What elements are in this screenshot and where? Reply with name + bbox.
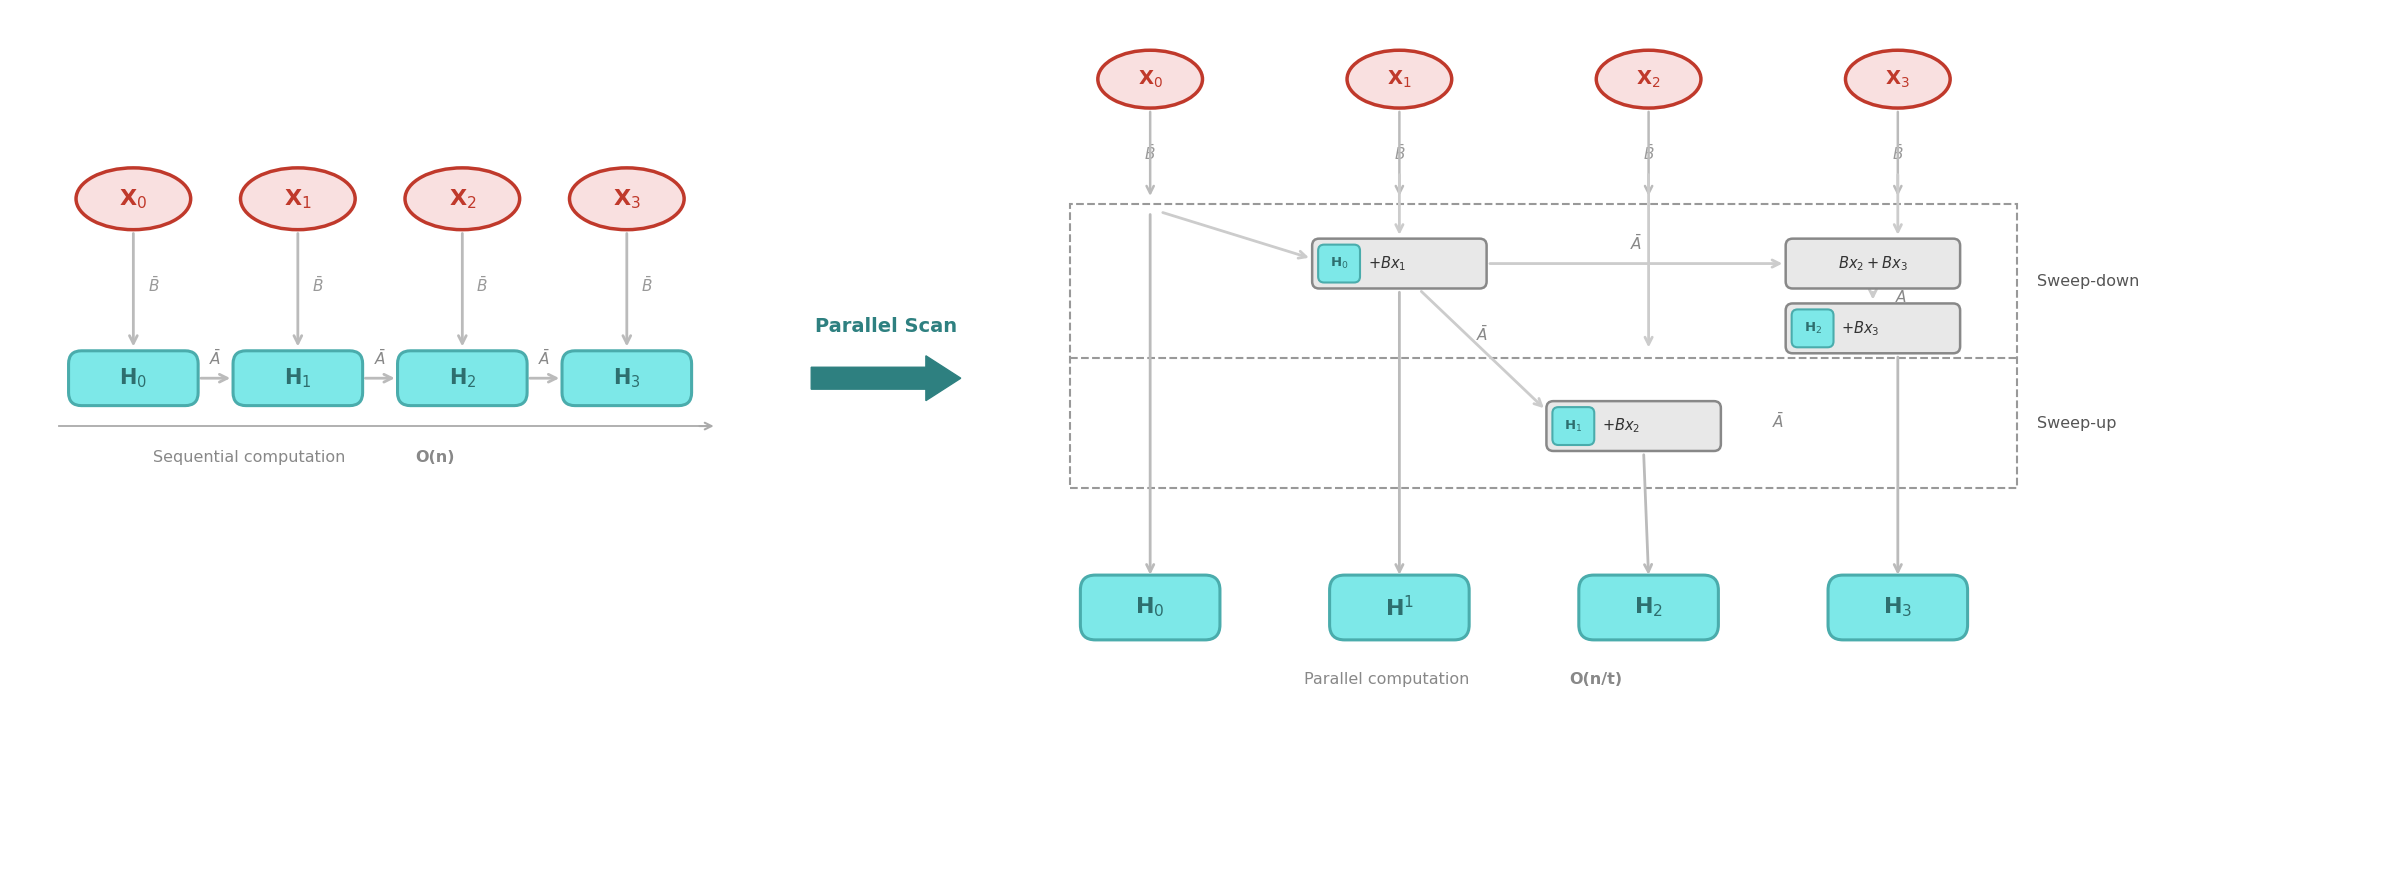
Text: $\mathbf{H}_{0}$: $\mathbf{H}_{0}$ — [1136, 596, 1165, 619]
Text: $\bar{B}$: $\bar{B}$ — [1891, 145, 1903, 163]
Text: $+Bx_1$: $+Bx_1$ — [1369, 254, 1408, 273]
FancyBboxPatch shape — [1318, 244, 1359, 282]
Text: $\mathbf{H}_{1}$: $\mathbf{H}_{1}$ — [1564, 418, 1583, 433]
FancyBboxPatch shape — [1578, 575, 1718, 640]
FancyBboxPatch shape — [67, 351, 197, 406]
Text: $\mathbf{H}_{0}$: $\mathbf{H}_{0}$ — [1331, 256, 1347, 271]
Text: $\bar{B}$: $\bar{B}$ — [1643, 145, 1655, 163]
FancyBboxPatch shape — [1552, 407, 1595, 445]
Ellipse shape — [1097, 51, 1203, 108]
Text: $\bar{A}$: $\bar{A}$ — [373, 349, 387, 368]
Text: $\mathbf{X}_{2}$: $\mathbf{X}_{2}$ — [448, 187, 476, 210]
Ellipse shape — [1347, 51, 1451, 108]
Text: $\mathbf{H}_{1}$: $\mathbf{H}_{1}$ — [284, 367, 313, 390]
FancyBboxPatch shape — [1331, 575, 1470, 640]
FancyBboxPatch shape — [1792, 309, 1833, 347]
FancyBboxPatch shape — [1829, 575, 1968, 640]
Text: $\bar{A}$: $\bar{A}$ — [1475, 325, 1487, 345]
Text: $\bar{B}$: $\bar{B}$ — [147, 275, 159, 295]
Text: Parallel computation: Parallel computation — [1304, 671, 1475, 686]
FancyBboxPatch shape — [397, 351, 527, 406]
Text: $\bar{A}$: $\bar{A}$ — [539, 349, 551, 368]
Text: $\mathbf{X}_{0}$: $\mathbf{X}_{0}$ — [120, 187, 147, 210]
Text: $\bar{A}$: $\bar{A}$ — [209, 349, 221, 368]
Text: Sweep-down: Sweep-down — [2038, 274, 2139, 289]
Text: $\mathbf{X}_{2}$: $\mathbf{X}_{2}$ — [1636, 68, 1660, 90]
Ellipse shape — [1595, 51, 1701, 108]
Ellipse shape — [77, 168, 190, 230]
Text: $\mathbf{H}_{0}$: $\mathbf{H}_{0}$ — [120, 367, 147, 390]
FancyBboxPatch shape — [1785, 239, 1961, 289]
Text: $\bar{A}$: $\bar{A}$ — [1773, 411, 1785, 431]
Text: Sweep-up: Sweep-up — [2038, 416, 2117, 431]
Text: $\bar{B}$: $\bar{B}$ — [1393, 145, 1405, 163]
Text: $\bar{B}$: $\bar{B}$ — [313, 275, 322, 295]
FancyBboxPatch shape — [1547, 401, 1720, 451]
Text: $\mathbf{H}_{2}$: $\mathbf{H}_{2}$ — [1634, 596, 1663, 619]
Text: $\mathbf{H}_{3}$: $\mathbf{H}_{3}$ — [614, 367, 640, 390]
Ellipse shape — [1845, 51, 1951, 108]
Ellipse shape — [241, 168, 356, 230]
Text: $\bar{A}$: $\bar{A}$ — [1894, 287, 1908, 305]
Text: Sequential computation: Sequential computation — [152, 450, 351, 465]
Text: $\mathbf{X}_{1}$: $\mathbf{X}_{1}$ — [284, 187, 313, 210]
Text: $\mathbf{H}_{2}$: $\mathbf{H}_{2}$ — [1804, 321, 1821, 336]
FancyBboxPatch shape — [1785, 304, 1961, 353]
Text: $+Bx_3$: $+Bx_3$ — [1841, 319, 1879, 337]
Text: $\mathbf{H}^{1}$: $\mathbf{H}^{1}$ — [1386, 595, 1415, 620]
Text: $\mathbf{X}_{3}$: $\mathbf{X}_{3}$ — [1886, 68, 1910, 90]
FancyBboxPatch shape — [1080, 575, 1220, 640]
FancyBboxPatch shape — [563, 351, 691, 406]
Text: $+Bx_2$: $+Bx_2$ — [1602, 416, 1641, 435]
FancyBboxPatch shape — [1311, 239, 1487, 289]
Text: $\mathbf{X}_{0}$: $\mathbf{X}_{0}$ — [1138, 68, 1162, 90]
Text: $\bar{B}$: $\bar{B}$ — [640, 275, 652, 295]
Text: $\bar{A}$: $\bar{A}$ — [1629, 234, 1643, 253]
FancyBboxPatch shape — [233, 351, 363, 406]
Text: O(n/t): O(n/t) — [1569, 671, 1622, 686]
Text: $\mathbf{X}_{3}$: $\mathbf{X}_{3}$ — [614, 187, 640, 210]
Ellipse shape — [570, 168, 683, 230]
Text: $\mathbf{H}_{3}$: $\mathbf{H}_{3}$ — [1884, 596, 1913, 619]
Text: $\mathbf{X}_{1}$: $\mathbf{X}_{1}$ — [1388, 68, 1412, 90]
Text: O(n): O(n) — [416, 450, 455, 465]
Text: $\bar{B}$: $\bar{B}$ — [476, 275, 488, 295]
Text: Parallel Scan: Parallel Scan — [816, 317, 958, 337]
Text: $Bx_2+Bx_3$: $Bx_2+Bx_3$ — [1838, 254, 1908, 273]
Text: $\bar{B}$: $\bar{B}$ — [1145, 145, 1155, 163]
Ellipse shape — [404, 168, 520, 230]
FancyArrow shape — [811, 356, 960, 400]
Text: $\mathbf{H}_{2}$: $\mathbf{H}_{2}$ — [448, 367, 476, 390]
